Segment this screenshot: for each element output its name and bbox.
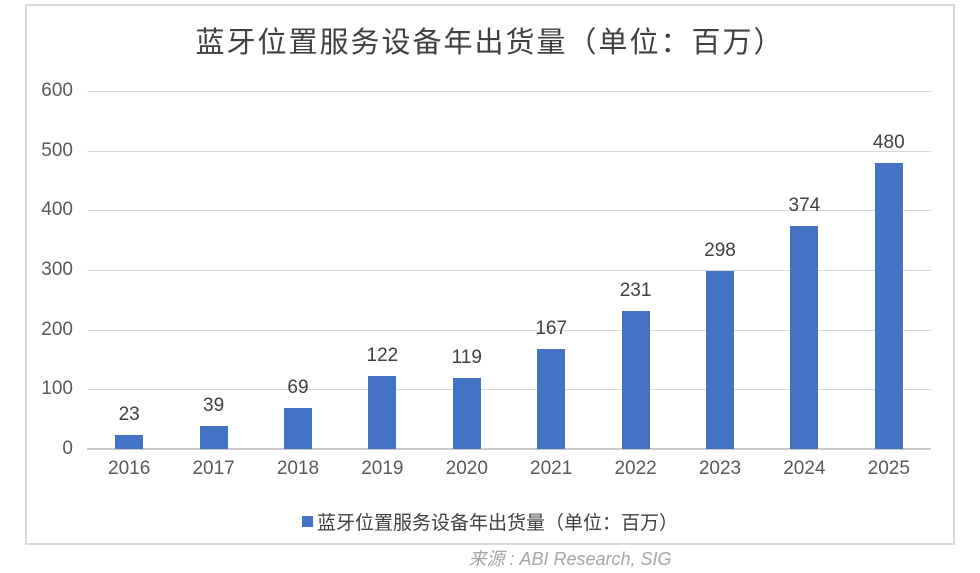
y-tick-label-500: 500 <box>41 139 73 161</box>
bar-value-label-2023: 298 <box>704 240 736 262</box>
gridline-500 <box>87 150 931 152</box>
y-tick-label-400: 400 <box>41 199 73 221</box>
x-tick-label-2022: 2022 <box>614 458 657 479</box>
x-tick-label-2017: 2017 <box>192 458 235 479</box>
gridline-300 <box>87 270 931 271</box>
bar-column-2023: 298 2023 <box>678 91 762 479</box>
x-tick-label-2021: 2021 <box>530 458 573 479</box>
x-tick-label-2023: 2023 <box>698 458 742 479</box>
plot-area: 0 100 200 300 400 500 600 23 2016 39 2017 69 2018 122… <box>41 80 931 479</box>
bar-value-label-2018: 69 <box>287 376 309 398</box>
bar-2017 <box>199 425 228 449</box>
source-note: 来源 : ABI Research, SIG <box>468 549 672 569</box>
bar-2022 <box>621 311 650 449</box>
y-tick-label-200: 200 <box>41 318 73 340</box>
bar-value-label-2025: 480 <box>872 131 905 153</box>
bar-column-2021: 167 2021 <box>509 91 593 479</box>
legend-label: 蓝牙位置服务设备年出货量（单位：百万） <box>316 513 678 534</box>
x-axis-line <box>87 448 931 450</box>
x-tick-label-2020: 2020 <box>445 458 488 479</box>
x-tick-label-2016: 2016 <box>108 458 151 479</box>
x-tick-label-2018: 2018 <box>276 458 320 479</box>
y-tick-label-0: 0 <box>62 438 73 459</box>
bar-2018 <box>283 407 312 449</box>
bar-2019 <box>368 376 397 449</box>
gridline-400 <box>87 210 931 212</box>
bar-column-2017: 39 2017 <box>171 91 255 479</box>
bar-value-label-2020: 119 <box>451 347 482 368</box>
x-tick-label-2019: 2019 <box>361 458 404 479</box>
bar-value-label-2016: 23 <box>118 404 140 426</box>
chart-title: 蓝牙位置服务设备年出货量（单位：百万） <box>195 27 785 59</box>
bar-column-2022: 231 2022 <box>593 91 677 479</box>
legend: 蓝牙位置服务设备年出货量（单位：百万） <box>27 508 953 535</box>
bar-column-2016: 23 2016 <box>87 91 171 479</box>
bar-2021 <box>537 349 566 449</box>
gridline-200 <box>87 329 931 331</box>
x-tick-label-2024: 2024 <box>783 458 826 479</box>
bar-value-label-2021: 167 <box>535 318 568 340</box>
gridline-600 <box>87 91 931 92</box>
bar-value-label-2024: 374 <box>788 194 821 216</box>
bar-column-2018: 69 2018 <box>256 91 340 479</box>
bar-column-2020: 119 2020 <box>425 91 509 479</box>
bar-value-label-2017: 39 <box>203 394 225 416</box>
bar-column-2025: 480 2025 <box>847 91 931 479</box>
y-tick-label-100: 100 <box>41 378 73 400</box>
bar-2016 <box>115 435 144 449</box>
bar-column-2024: 374 2024 <box>762 91 846 479</box>
legend-square-icon <box>301 516 313 527</box>
bar-2020 <box>452 378 481 449</box>
gridline-100 <box>87 389 931 391</box>
bar-2024 <box>790 225 819 449</box>
bar-2025 <box>874 162 903 449</box>
bar-value-label-2019: 122 <box>366 345 399 367</box>
y-tick-label-300: 300 <box>41 259 73 280</box>
bar-2023 <box>705 271 734 449</box>
bar-value-label-2022: 231 <box>619 280 652 302</box>
x-tick-label-2025: 2025 <box>867 458 910 479</box>
bar-column-2019: 122 2019 <box>340 91 424 479</box>
y-tick-label-600: 600 <box>41 80 73 101</box>
chart-frame: 蓝牙位置服务设备年出货量（单位：百万） 0 100 200 300 400 500 600 2… <box>25 4 955 545</box>
